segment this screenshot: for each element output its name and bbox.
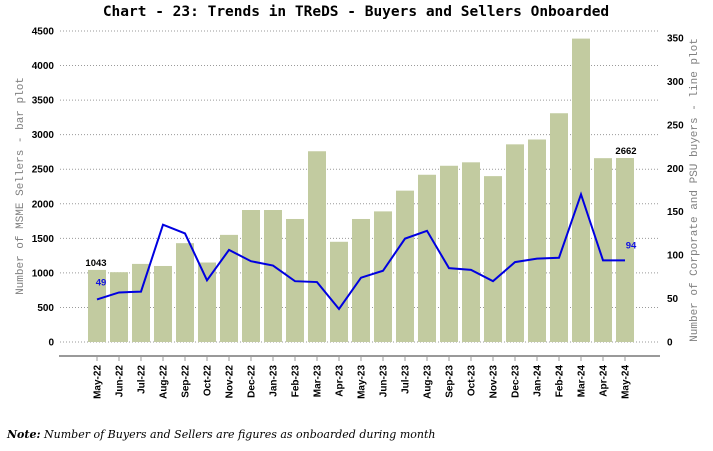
bar [484,176,502,342]
x-tick-label: May-24 [621,365,632,399]
data-label-bar-first: 1043 [85,258,106,269]
bar-series [88,38,634,343]
y-tick-right-label: 200 [667,164,684,175]
bar [110,272,128,342]
bar [154,265,172,342]
bar [418,174,436,342]
x-tick-label: Dec-22 [247,365,258,398]
x-tick-label: Sep-23 [445,365,456,398]
x-tick-label: Nov-23 [489,365,500,399]
bar [330,241,348,342]
bar [440,165,458,342]
chart-note: Note: Number of Buyers and Sellers are f… [7,428,435,441]
bar [396,190,414,342]
bar [220,234,238,342]
x-tick-label: Jun-22 [115,365,126,398]
bar [550,113,568,343]
data-label-line-last: 94 [626,240,637,251]
y-tick-left-label: 0 [48,338,54,349]
y-tick-left-label: 4000 [32,61,55,72]
x-tick-label: Oct-23 [467,365,478,397]
y-tick-left-label: 4500 [32,27,55,38]
y-axis-right-label: Number of Corporate and PSU buyers - lin… [689,38,701,342]
note-text: Number of Buyers and Sellers are figures… [40,428,436,441]
data-label-bar-last: 2662 [615,146,636,157]
x-tick-label: May-22 [93,365,104,399]
y-tick-left-label: 1500 [32,234,55,245]
y-tick-right-label: 300 [667,77,684,88]
x-tick-label: Jul-22 [137,365,148,394]
x-tick-label: Aug-23 [423,365,434,399]
y-tick-right-label: 150 [667,207,684,218]
bar [506,144,524,342]
x-tick-label: Mar-24 [577,365,588,398]
bar [242,209,260,342]
x-tick-label: Mar-23 [313,365,324,398]
y-tick-right-label: 350 [667,33,684,44]
y-axis-left-label: Number of MSME Sellers - bar plot [15,77,27,295]
bar [594,158,612,342]
y-tick-left-label: 3000 [32,130,55,141]
bar [572,38,590,342]
x-tick-label: Jun-23 [379,365,390,398]
x-tick-label: Oct-22 [203,365,214,397]
x-tick-label: May-23 [357,365,368,399]
x-tick-label: Jan-23 [269,365,280,397]
x-tick-label: Jan-24 [533,365,544,397]
y-axis-right-ticks: 0 50 100 150 200 250 300 350 [667,33,684,348]
bar [352,218,370,342]
y-tick-left-label: 3500 [32,96,55,107]
bar [264,209,282,342]
bar [374,211,392,342]
x-tick-label: Feb-24 [555,365,566,398]
y-tick-right-label: 0 [667,338,673,349]
bar [176,243,194,342]
x-tick-label: Aug-22 [159,365,170,399]
data-label-line-first: 49 [96,277,107,288]
y-tick-right-label: 50 [667,294,679,305]
y-tick-left-label: 1000 [32,268,55,279]
y-tick-left-label: 500 [37,303,54,314]
y-tick-right-label: 250 [667,120,684,131]
line-series [96,191,626,311]
x-tick-label: Sep-22 [181,365,192,398]
x-tick-label: Apr-23 [335,365,346,397]
x-tick-label: Jul-23 [401,365,412,394]
data-labels: 1043 2662 49 94 [85,146,637,288]
bar [132,263,150,342]
x-axis-ticks: May-22 Jun-22 Jul-22 Aug-22 Sep-22 Oct-22 Nov-… [93,356,632,399]
bar [528,139,546,342]
bar [462,162,480,342]
y-axis-left-ticks: 0 500 1000 1500 2000 2500 3000 3500 4000 4500 [32,27,55,349]
note-prefix: Note: [7,428,41,441]
y-tick-right-label: 100 [667,251,684,262]
bar [308,151,326,342]
y-tick-left-label: 2500 [32,165,55,176]
x-tick-label: Apr-24 [599,365,610,397]
bar [198,262,216,342]
bar [616,158,634,342]
y-tick-left-label: 2000 [32,199,55,210]
x-tick-label: Dec-23 [511,365,522,398]
bar [88,269,106,342]
chart-title: Chart - 23: Trends in TReDS - Buyers and… [103,4,609,20]
x-tick-label: Feb-23 [291,365,302,398]
x-tick-label: Nov-22 [225,365,236,399]
